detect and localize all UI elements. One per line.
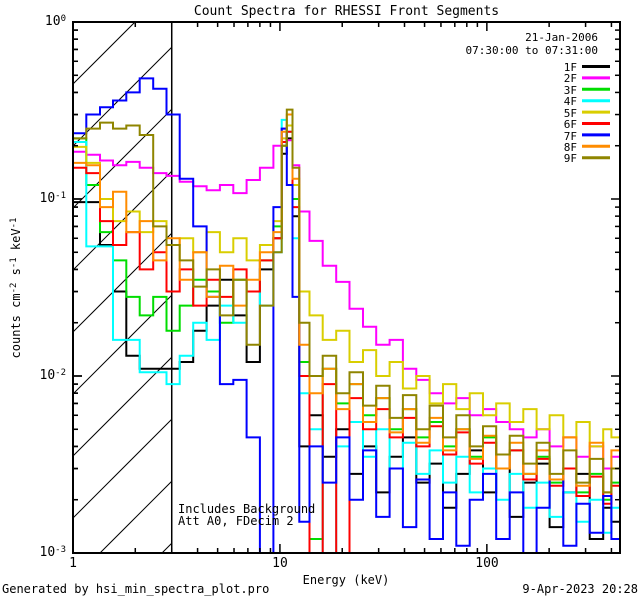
- legend-label-1f: 1F: [563, 61, 577, 74]
- y-tick-label-1e-2: 10-2: [39, 368, 67, 383]
- observation-time-range: 07:30:00 to 07:31:00: [465, 44, 598, 57]
- plot-frame: [72, 21, 621, 554]
- hatch-region: [72, 21, 173, 554]
- footer-generated-by: Generated by hsi_min_spectra_plot.pro: [2, 582, 270, 596]
- x-tick-label-10: 10: [272, 556, 288, 571]
- x-axis-label: Energy (keV): [302, 573, 390, 587]
- legend-swatches: [582, 65, 610, 160]
- axis-ticks: [72, 21, 620, 554]
- legend-label-4f: 4F: [563, 95, 577, 108]
- x-tick-label-100: 100: [475, 556, 499, 571]
- y-tick-label-1e-1: 10-1: [39, 191, 67, 206]
- annotation-att-decim: Att A0, FDecim 2: [178, 514, 294, 528]
- series-1f: [73, 137, 620, 540]
- series-9f: [73, 108, 620, 494]
- y-tick-label-1e-3: 10-3: [39, 545, 67, 560]
- y-axis-label: counts cm-2 s-1 keV-1: [9, 217, 23, 359]
- legend-label-3f: 3F: [563, 84, 577, 97]
- legend-label-9f: 9F: [563, 152, 577, 165]
- legend-label-8f: 8F: [563, 141, 577, 154]
- series-6f: [73, 130, 620, 553]
- y-tick-label-1e0: 100: [44, 14, 66, 29]
- chart-title: Count Spectra for RHESSI Front Segments: [193, 4, 500, 19]
- legend-label-5f: 5F: [563, 107, 577, 120]
- annotation-includes-background: Includes Background: [178, 502, 316, 516]
- legend-label-2f: 2F: [563, 72, 577, 85]
- x-tick-label-1: 1: [69, 556, 77, 571]
- legend-label-6f: 6F: [563, 118, 577, 131]
- observation-date: 21-Jan-2006: [525, 31, 598, 44]
- footer-timestamp: 9-Apr-2023 20:28: [522, 582, 638, 596]
- legend-label-7f: 7F: [563, 130, 577, 143]
- series-7f: [73, 77, 620, 553]
- series-4f: [73, 118, 620, 553]
- spectra-series: [73, 77, 620, 553]
- series-2f: [73, 127, 620, 470]
